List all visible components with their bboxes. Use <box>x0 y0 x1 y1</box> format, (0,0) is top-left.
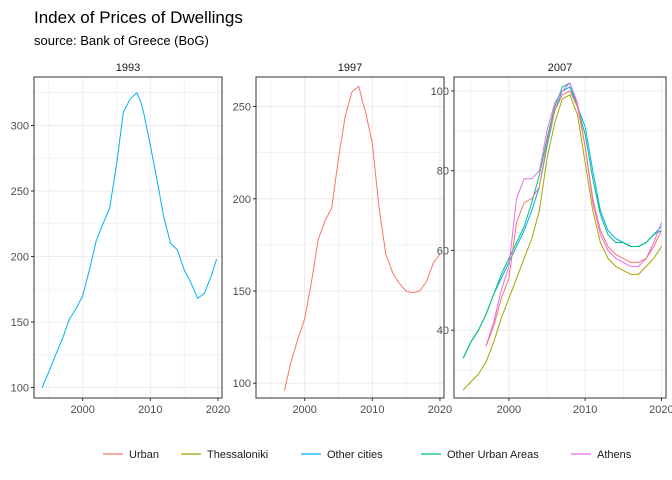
legend-label: Urban <box>129 449 159 461</box>
x-tick-label: 2020 <box>428 404 452 416</box>
series-line-urban <box>283 85 441 391</box>
x-tick-label: 2010 <box>573 404 597 416</box>
panel-border <box>255 76 445 399</box>
panel-1997: 1997 2000 2010 2020 100 150 200 250 <box>233 62 453 416</box>
legend-item-other-urban-areas: Other Urban Areas <box>421 449 539 461</box>
legend-label: Athens <box>597 449 632 461</box>
legend-item-other-cities: Other cities <box>301 449 383 461</box>
chart-subtitle: source: Bank of Greece (BoG) <box>34 33 209 48</box>
y-tick-label: 300 <box>11 120 29 132</box>
y-tick-label: 100 <box>431 86 449 98</box>
y-tick-label: 80 <box>437 166 449 178</box>
y-tick-label: 100 <box>233 378 251 390</box>
series-line-other-urban-areas <box>462 82 662 359</box>
y-tick-label: 250 <box>11 186 29 198</box>
y-tick-label: 100 <box>11 383 29 395</box>
y-tick-label: 200 <box>11 251 29 263</box>
series-line-other-cities <box>41 92 218 388</box>
panel-title: 2007 <box>548 62 572 74</box>
panel-2007: 2007 2000 2010 2020 40 60 80 100 <box>431 62 672 416</box>
legend-item-thessaloniki: Thessaloniki <box>181 449 268 461</box>
panel-border <box>453 76 667 399</box>
y-tick-label: 150 <box>11 317 29 329</box>
legend: Urban Thessaloniki Other cities Other Urban… <box>103 449 632 461</box>
y-tick-label: 60 <box>437 245 449 257</box>
x-tick-label: 2020 <box>649 404 672 416</box>
series-line-urban <box>485 90 662 347</box>
legend-item-urban: Urban <box>103 449 159 461</box>
panel-background <box>454 77 666 398</box>
legend-label: Other Urban Areas <box>447 449 539 461</box>
legend-label: Thessaloniki <box>207 449 268 461</box>
y-tick-label: 40 <box>437 325 449 337</box>
panel-title: 1997 <box>338 62 362 74</box>
panel-background <box>256 77 444 398</box>
x-tick-label: 2010 <box>138 404 162 416</box>
y-tick-label: 250 <box>233 102 251 114</box>
x-tick-label: 2020 <box>206 404 230 416</box>
y-tick-label: 150 <box>233 286 251 298</box>
panel-background <box>34 77 222 398</box>
legend-item-athens: Athens <box>571 449 632 461</box>
series-line-thessaloniki <box>462 94 662 391</box>
panel-title: 1993 <box>116 62 140 74</box>
x-tick-label: 2000 <box>497 404 521 416</box>
x-tick-label: 2000 <box>70 404 94 416</box>
y-tick-label: 200 <box>233 194 251 206</box>
series-line-athens <box>485 82 662 347</box>
legend-label: Other cities <box>327 449 383 461</box>
x-tick-label: 2010 <box>360 404 384 416</box>
panel-1993: 1993 2000 2010 2020 100 150 200 250 300 <box>11 62 231 416</box>
panel-border <box>33 76 223 399</box>
chart-title: Index of Prices of Dwellings <box>34 8 243 27</box>
x-tick-label: 2000 <box>292 404 316 416</box>
